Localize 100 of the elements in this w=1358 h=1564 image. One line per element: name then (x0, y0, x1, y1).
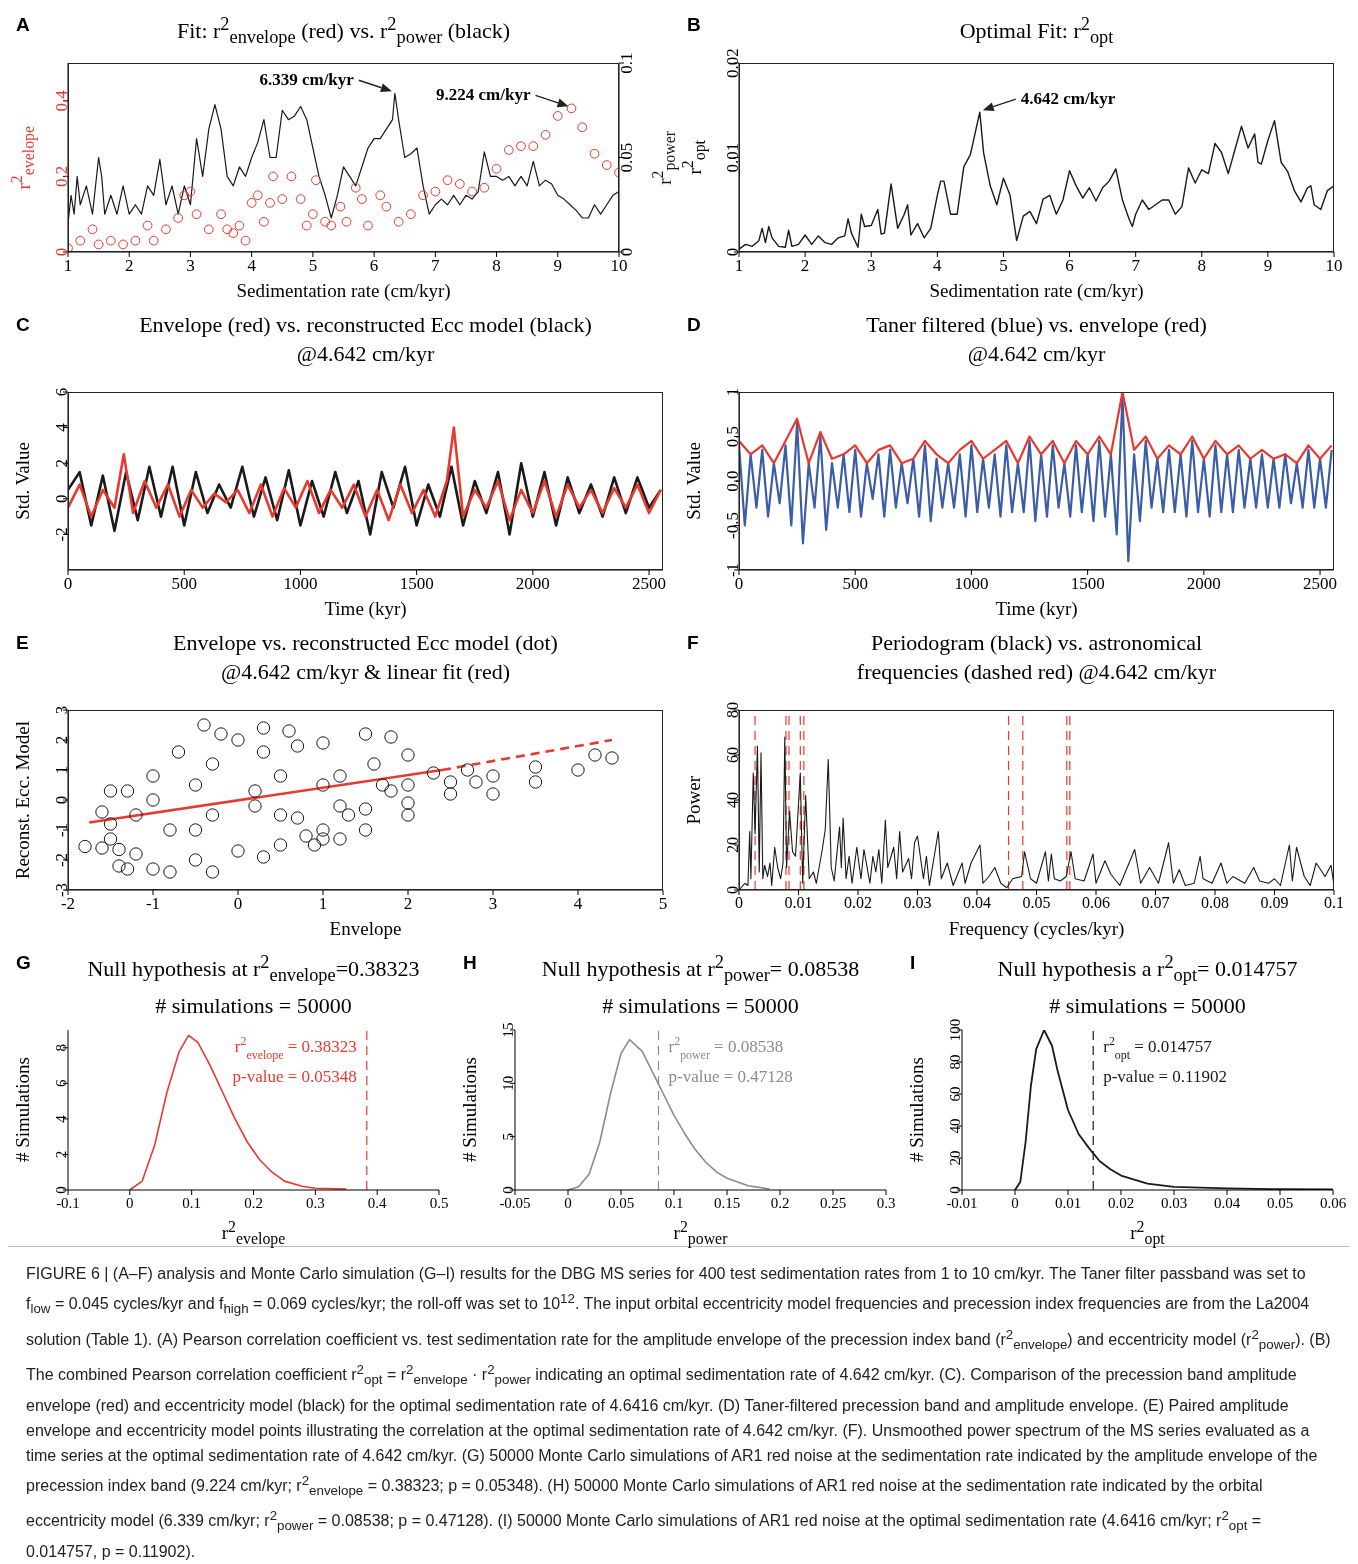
chart-subtitle: # simulations = 50000 (1049, 992, 1246, 1018)
x-axis-title: Time (kyr) (995, 598, 1078, 619)
y-tick-label: 80 (947, 1054, 964, 1070)
x-axis-title: Sedimentation rate (cm/kyr) (929, 280, 1144, 301)
x-tick-label: 0.08 (1201, 894, 1229, 912)
x-tick-label: 0.03 (903, 894, 932, 912)
y-tick-label: 20 (723, 837, 741, 853)
x-tick-label: 0.3 (876, 1194, 896, 1211)
annotation: 9.224 cm/kyr (436, 85, 531, 105)
y-tick-label: 0.0 (723, 470, 743, 492)
chart-subtitle: # simulations = 50000 (602, 992, 799, 1018)
x-tick-label: 500 (171, 574, 197, 594)
y-tick-label: 60 (723, 747, 741, 763)
y-tick-label: 40 (947, 1118, 964, 1134)
y-axis-title: # Simulations (906, 1057, 927, 1163)
x-tick-label: 1000 (283, 574, 318, 594)
text: FIGURE 6 | (A–F) analysis and Monte Carlo simulation (G–I) results for the DBG MS series for 400 test sedimentation rates from 1 to 10 cm/kyr. The Taner filter passband was set to f$_{low}$ = 0.045 cycles/kyr and f$_{high}$ = 0.069 cycles/kyr; the roll-off was set to 10$^{12}$. The input orbital eccentricity model frequencies and precession index frequencies are from the La2004 solution (Table 1). (A) Pearson correlation coefficient vs. test sedimentation rate for the amplitude envelope of the precession index band (r$^{2}$$_{envelope}$) and eccentricity model (r$^{2}$$_{power}$). (B) The combined Pearson correlation coefficient r$^{2}$$_{opt}$ = r$^{2}$$_{envelope}$ · r$^{2}$$_{power}$ indicating an optimal sedimentation rate of 4.642 cm/kyr. (C). Comparison of the precession band amplitude envelope (red) and eccentricity model (black) for the optimal sedimentation rate of 4.6416 cm/kyr. (D) Taner-filtered precession band and amplitude envelope. (E) Paired amplitude envelope and eccentricity model points illustrating the correlation at the optimal sedimentation rate of 4.642 cm/kyr. (F). Unsmoothed power spectrum of the MS series evaluated as a time series at the optimal sedimentation rate of 4.642 cm/kyr. (G) 50000 Monte Carlo simulations of AR1 red noise at the sedimentation rate indicated by the amplitude envelope of the precession index band (9.224 cm/kyr; r$^{2}$$_{envelope}$ = 0.38323; p = 0.05348). (H) 50000 Monte Carlo simulations of AR1 red noise at the sedimentation rate indicated by the orbital eccentricity model (6.339 cm/kyr; r$^{2}$$_{power}$ = 0.08538; p = 0.47128). (I) 50000 Monte Carlo simulations of AR1 red noise at the optimal sedimentation rate (4.6416 cm/kyr; r$^{2}$$_{opt}$ = 0.014757, p = 0.11902). (26, 1265, 1331, 1560)
chart-title: Envelope vs. reconstructed Ecc model (dot) @4.642 cm/kyr & linear fit (red) (173, 630, 558, 684)
y-tick-label: 0.4 (52, 89, 72, 112)
y-axis-title: Reconst. Ecc. Model (12, 720, 33, 880)
x-tick-label: 10 (1325, 256, 1343, 276)
x-tick-label: -0.05 (499, 1194, 531, 1211)
x-tick-label: 0.1 (1324, 894, 1344, 912)
x-tick-label: 0.07 (1141, 894, 1170, 912)
x-axis-title: Sedimentation rate (cm/kyr) (236, 280, 451, 301)
x-tick-label: 2 (124, 256, 134, 276)
y-tick-label: -1 (52, 822, 72, 838)
x-tick-label: 0.02 (1107, 1194, 1135, 1211)
ref-line-label: r$^{2}$$_{opt}$ = 0.014757 p-value = 0.11902 (1103, 1034, 1227, 1086)
x-tick-label: 2000 (1186, 574, 1221, 594)
x-tick-label: -1 (145, 894, 161, 914)
x-tick-label: 2000 (515, 574, 550, 594)
y-tick-label: 0 (53, 1186, 70, 1194)
y-tick-label: 0 (52, 494, 72, 504)
x-tick-label: 7 (1131, 256, 1141, 276)
x-tick-label: 0.4 (367, 1194, 388, 1211)
y-tick-label: 2 (53, 1150, 70, 1159)
y-tick-label: 60 (947, 1086, 964, 1102)
x-tick-label: 2 (403, 894, 413, 914)
text: E (16, 632, 29, 654)
x-tick-label: 0.01 (784, 894, 813, 912)
x-tick-label: 500 (842, 574, 868, 594)
text: A (16, 14, 30, 36)
y-tick-label: 2 (52, 458, 72, 468)
ref-line-label: r$^{2}$$_{power}$ = 0.08538 p-value = 0.47128 (668, 1034, 793, 1086)
x-tick-label: 0.1 (664, 1194, 684, 1211)
x-tick-label: 0.2 (244, 1194, 263, 1211)
y-tick-label: 10 (500, 1075, 517, 1091)
y-axis-title: Std. Value (12, 442, 33, 520)
x-tick-label: 5 (658, 894, 668, 914)
annotation: 6.339 cm/kyr (259, 70, 355, 90)
y-tick-label: 0.02 (723, 48, 743, 78)
y-tick-label: 80 (723, 702, 741, 718)
x-tick-label: 0.01 (1054, 1194, 1082, 1211)
y-tick-label: 0 (500, 1186, 517, 1194)
y-tick-label: -1 (723, 562, 743, 578)
x-tick-label: 0.04 (1213, 1194, 1241, 1211)
y-tick-label: -2 (52, 852, 72, 868)
x-tick-label: 0.03 (1160, 1194, 1188, 1211)
x-tick-label: 9 (1263, 256, 1273, 276)
y-tick-label: 0 (723, 247, 743, 257)
x-tick-label: 0 (1011, 1194, 1019, 1211)
x-tick-label: 2500 (632, 574, 667, 594)
x-tick-label: 1000 (954, 574, 989, 594)
y-tick-label: 3 (52, 705, 72, 715)
x-tick-label: 0.1 (182, 1194, 202, 1211)
y-tick-label: 0 (52, 795, 72, 805)
y-axis-title: Power (683, 775, 704, 825)
y-tick-label: 15 (500, 1022, 517, 1038)
y-axis-title: # Simulations (459, 1057, 480, 1163)
x-tick-label: -0.1 (56, 1194, 80, 1211)
y-tick-label: -2 (52, 527, 72, 542)
x-tick-label: 1500 (1070, 574, 1105, 594)
x-axis-title: Frequency (cycles/kyr) (948, 918, 1125, 939)
x-tick-label: 2500 (1303, 574, 1338, 594)
chart-title: Periodogram (black) vs. astronomical frequencies (dashed red) @4.642 cm/kyr (856, 630, 1217, 684)
x-tick-label: -0.01 (946, 1194, 978, 1211)
x-tick-label: 6 (1065, 256, 1074, 276)
text: H (463, 952, 477, 974)
annotation: 4.642 cm/kyr (1020, 89, 1116, 109)
y-tick-label: 5 (500, 1132, 517, 1141)
x-tick-label: 8 (1197, 256, 1207, 276)
chart-title: Null hypothesis at r$^{2}$$_{power}$= 0.08538 (541, 952, 860, 986)
y-tick-label: 0.01 (723, 142, 743, 173)
y-tick-label: 0 (723, 886, 741, 894)
y-tick-label: -3 (52, 882, 72, 898)
x-tick-label: 6 (369, 256, 379, 276)
x-tick-label: 0.5 (429, 1194, 449, 1211)
x-tick-label: 0.05 (1022, 894, 1051, 912)
y-tick-label: 0 (52, 247, 72, 257)
y-tick-label: 0.5 (723, 425, 743, 448)
y-tick-label: 8 (53, 1044, 70, 1052)
text: B (687, 14, 701, 36)
x-tick-label: 0.09 (1260, 894, 1289, 912)
x-tick-label: 0.02 (844, 894, 872, 912)
y-tick-label: 4 (53, 1114, 70, 1123)
x-tick-label: 4 (933, 256, 943, 276)
y-tick-label: 6 (53, 1079, 70, 1088)
x-tick-label: 0.06 (1319, 1194, 1347, 1211)
x-tick-label: 10 (610, 256, 628, 276)
